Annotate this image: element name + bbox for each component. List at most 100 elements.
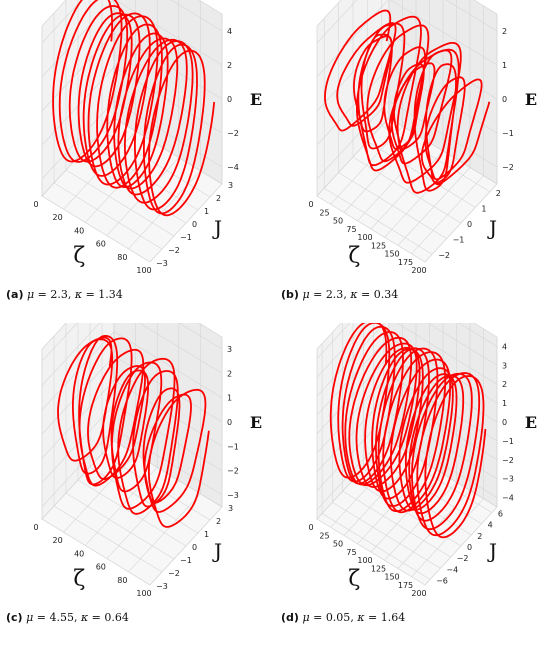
x-tick-label: 100	[357, 233, 372, 242]
x-tick-label: 40	[74, 549, 84, 558]
x-tick-label: 0	[33, 200, 38, 209]
y-tick-label: 1	[481, 204, 486, 213]
z-tick-label: 2	[227, 61, 232, 70]
x-tick-label: 25	[319, 208, 329, 217]
z-axis-label: E	[525, 90, 537, 109]
caption-tag: (a)	[6, 288, 24, 301]
grid-x	[384, 0, 457, 238]
caption-tag: (d)	[281, 611, 299, 624]
x-tick-label: 60	[96, 563, 106, 572]
z-axis-label: E	[250, 90, 262, 109]
y-tick-label: −3	[156, 259, 168, 268]
caption-mu: 2.3	[50, 288, 68, 301]
y-tick-label: 3	[228, 504, 233, 513]
caption-b: (b) μ = 2.3, κ = 0.34	[281, 288, 399, 301]
x-tick-label: 20	[53, 536, 63, 545]
y-tick-label: 2	[496, 189, 501, 198]
chart-d: 0255075100125150175200−6−4−20246−4−3−2−1…	[308, 323, 537, 598]
caption-c: (c) μ = 4.55, κ = 0.64	[6, 611, 129, 624]
y-tick-label: −2	[168, 246, 180, 255]
grid-y	[381, 0, 490, 193]
y-tick-label: 2	[216, 517, 221, 526]
grid-y	[323, 18, 433, 255]
x-tick-label: 150	[384, 573, 399, 582]
caption-mu: 4.55	[49, 611, 74, 624]
grid-z	[41, 323, 223, 386]
x-tick-label: 60	[96, 240, 106, 249]
grid-x	[357, 0, 430, 222]
x-axis-label: ζ	[348, 243, 360, 268]
z-tick-label: 1	[502, 399, 507, 408]
grid-z	[316, 0, 498, 44]
grid-x	[316, 0, 390, 197]
x-tick-label: 0	[308, 200, 313, 209]
grid-z	[316, 323, 498, 359]
z-tick-label: 3	[502, 361, 507, 370]
x-tick-label: 200	[411, 266, 426, 275]
y-tick-label: 0	[467, 543, 472, 552]
y-tick-label: −6	[436, 576, 448, 585]
y-tick-label: −4	[446, 565, 458, 574]
panel-b: 0 25 50 75 100 125 150 175 200 −2 −1 0 1 2 −2 −1 0 1 2 ζ J E …	[275, 0, 550, 323]
z-tick-label: −1	[227, 442, 239, 451]
grid-z	[41, 100, 223, 180]
z-tick-label: 3	[227, 345, 232, 354]
y-tick-label: 2	[477, 532, 482, 541]
z-tick-label: −2	[227, 129, 239, 138]
z-tick-label: 4	[502, 342, 507, 351]
grid-y	[338, 2, 447, 239]
caption-d: (d) μ = 0.05, κ = 1.64	[281, 611, 406, 624]
z-axis-label: E	[250, 413, 262, 432]
tick-labels: 0255075100125150175200−6−4−20246−4−3−2−1…	[308, 342, 513, 598]
grid-x	[424, 337, 498, 586]
z-tick-label: −2	[502, 456, 514, 465]
x-tick-label: 40	[74, 226, 84, 235]
z-tick-label: −3	[227, 491, 239, 500]
y-tick-label: 4	[488, 521, 493, 530]
grid-z	[41, 66, 223, 146]
panel-d: 0 25 50 75 100 125 150 175 200 −6 −4 −2 0 2 4 6 −4 −3 −2 −1…	[275, 323, 550, 646]
grid-x	[343, 323, 417, 536]
grid-y	[53, 13, 163, 250]
z-tick-label: 2	[227, 369, 232, 378]
caption-a: (a) μ = 2.3, κ = 1.34	[6, 288, 123, 301]
grid-z	[41, 379, 223, 459]
x-tick-label: 75	[346, 548, 356, 557]
grid-x	[411, 5, 484, 255]
grid-z	[41, 0, 223, 44]
caption-kappa: 0.34	[373, 288, 399, 301]
y-tick-label: −2	[168, 569, 180, 578]
x-tick-label: 175	[398, 258, 413, 267]
x-axis-label: ζ	[73, 566, 85, 591]
caption-kappa: 1.34	[98, 288, 123, 301]
caption-kappa: 1.64	[380, 611, 406, 624]
panel-a: 0 20 40 60 80 100 −3 −2 −1 0 1 2 3 −4 −2 0 2 4 ζ J E (a) μ =…	[0, 0, 275, 323]
y-tick-label: −1	[453, 236, 465, 245]
z-tick-label: −2	[227, 467, 239, 476]
y-tick-label: 2	[216, 194, 221, 203]
grid-y	[65, 323, 175, 560]
x-tick-label: 100	[136, 266, 151, 275]
z-tick-label: −1	[502, 129, 514, 138]
y-axis-label: J	[212, 216, 222, 240]
z-tick-label: 1	[227, 394, 232, 403]
x-tick-label: 0	[308, 523, 313, 532]
y-tick-label: 0	[467, 220, 472, 229]
x-tick-label: 150	[384, 250, 399, 259]
y-tick-label: −2	[438, 251, 450, 260]
caption-tag: (c)	[6, 611, 23, 624]
y-tick-label: 3	[228, 181, 233, 190]
x-tick-label: 175	[398, 581, 413, 590]
y-axis-label: J	[487, 539, 497, 563]
z-tick-label: 2	[502, 380, 507, 389]
caption-mu: 2.3	[325, 288, 344, 301]
grid-x	[316, 323, 390, 520]
x-tick-label: 80	[117, 253, 127, 262]
grid-x	[384, 323, 457, 561]
x-tick-label: 50	[333, 540, 343, 549]
caption-kappa: 0.64	[104, 611, 129, 624]
z-tick-label: 4	[227, 27, 232, 36]
grid-x	[330, 323, 403, 528]
